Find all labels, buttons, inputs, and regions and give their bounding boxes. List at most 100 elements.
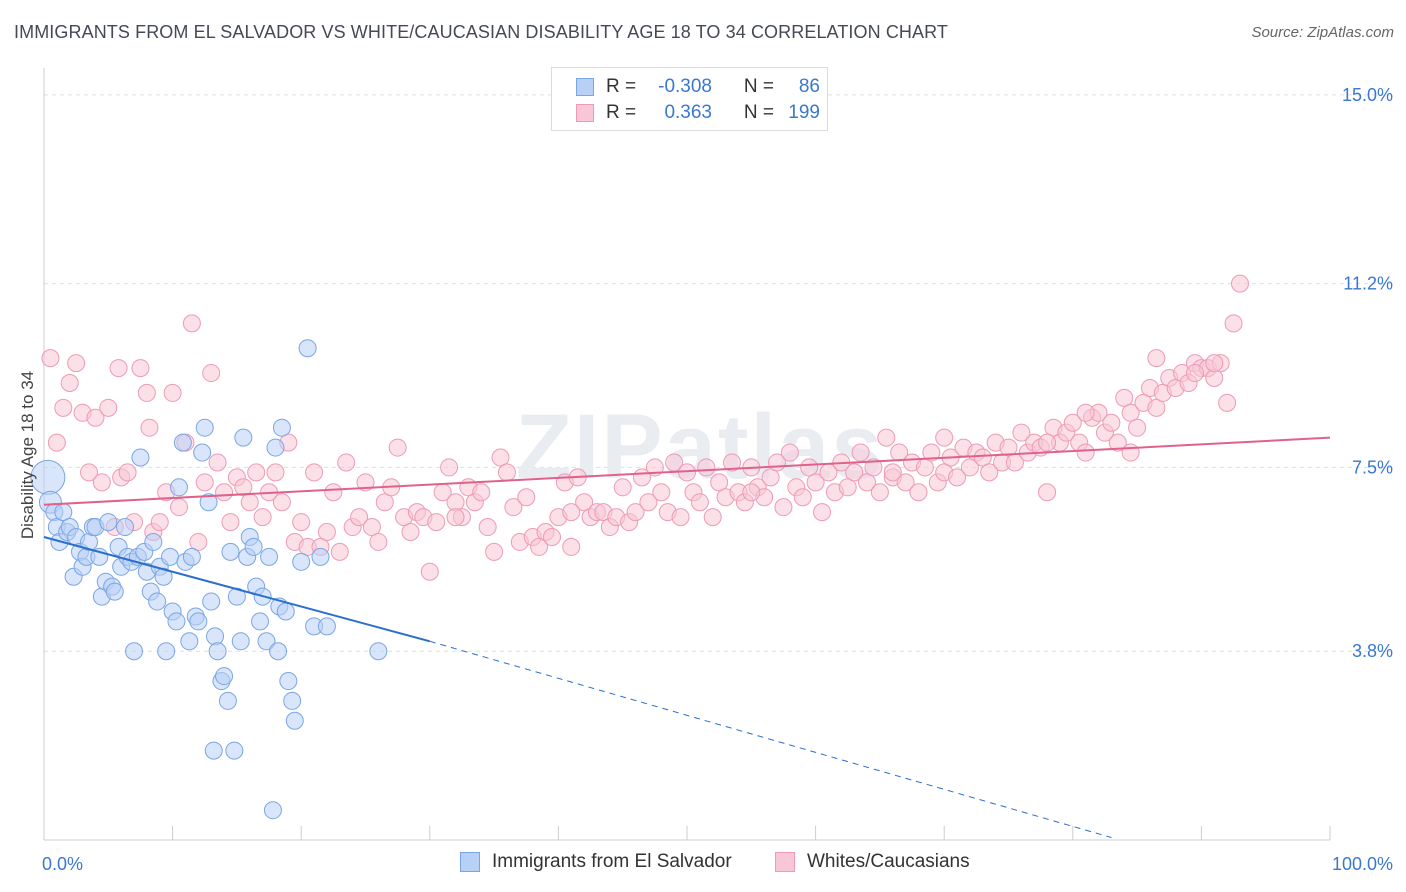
pink-point [562, 537, 581, 556]
blue-point [292, 552, 311, 571]
pink-point [838, 478, 857, 497]
pink-point [47, 433, 66, 452]
pink-point [1038, 433, 1057, 452]
legend-swatch-blue [576, 78, 594, 96]
legend-r-label: R = [606, 102, 637, 123]
pink-point [266, 463, 285, 482]
pink-point [478, 518, 497, 537]
pink-point [973, 448, 992, 467]
legend-swatch-pink [576, 104, 594, 122]
legend-label: Immigrants from El Salvador [492, 851, 732, 872]
pink-point [858, 473, 877, 492]
blue-series-points [30, 339, 388, 820]
pink-point [960, 458, 979, 477]
pink-point [234, 478, 253, 497]
blue-point [298, 339, 317, 358]
pink-point [446, 508, 465, 527]
pink-point [980, 463, 999, 482]
pink-point [504, 498, 523, 517]
legend-item-whites[interactable]: Whites/Caucasians [775, 851, 970, 873]
pink-point [208, 453, 227, 472]
pink-point [935, 428, 954, 447]
pink-point [247, 463, 266, 482]
pink-point [221, 513, 240, 532]
pink-point [163, 383, 182, 402]
pink-point [999, 438, 1018, 457]
legend-r-value: 0.363 [664, 102, 712, 123]
y-tick-label: 15.0% [1342, 85, 1393, 105]
pink-point [1108, 433, 1127, 452]
legend-n-value: 86 [798, 76, 820, 97]
pink-point [330, 542, 349, 561]
legend-n-label: N = [743, 76, 774, 97]
tick-labels: 3.8% 7.5% 11.2% 15.0% 0.0% 100.0% [42, 85, 1393, 874]
y-tick-label: 11.2% [1343, 274, 1393, 294]
blue-point [170, 478, 189, 497]
pink-point [1012, 423, 1031, 442]
pink-point [1230, 274, 1249, 293]
blue-point [279, 672, 298, 691]
blue-point [125, 642, 144, 661]
pink-point [369, 532, 388, 551]
pink-point [253, 508, 272, 527]
pink-point [337, 453, 356, 472]
pink-point [870, 483, 889, 502]
legend-series: Immigrants from El Salvador Whites/Cauca… [0, 851, 1406, 879]
pink-point [690, 493, 709, 512]
blue-point [161, 547, 180, 566]
blue-point [251, 612, 270, 631]
blue-point [105, 582, 124, 601]
legend-swatch-pink [775, 852, 795, 872]
blue-point [99, 513, 118, 532]
blue-point [157, 642, 176, 661]
blue-point [215, 667, 234, 686]
pink-point [440, 458, 459, 477]
pink-point [1128, 418, 1147, 437]
pink-point [1076, 443, 1095, 462]
pink-point [1038, 483, 1057, 502]
blue-point [311, 547, 330, 566]
chart-title: IMMIGRANTS FROM EL SALVADOR VS WHITE/CAU… [14, 22, 948, 42]
blue-point [269, 642, 288, 661]
pink-point [813, 503, 832, 522]
pink-point [240, 493, 259, 512]
y-axis-label: Disability Age 18 to 34 [18, 371, 37, 539]
pink-series-points [41, 274, 1249, 581]
blue-point [317, 617, 336, 636]
pink-point [109, 359, 128, 378]
blue-point [116, 518, 135, 537]
legend-item-el-salvador[interactable]: Immigrants from El Salvador [460, 851, 732, 873]
pink-point [703, 508, 722, 527]
blue-point [227, 587, 246, 606]
pink-point [150, 513, 169, 532]
pink-point [388, 438, 407, 457]
pink-point [1063, 413, 1082, 432]
pink-point [1147, 398, 1166, 417]
pink-point [864, 458, 883, 477]
pink-point [1115, 388, 1134, 407]
pink-point [613, 478, 632, 497]
blue-point [260, 547, 279, 566]
pink-point [671, 508, 690, 527]
blue-point [208, 642, 227, 661]
pink-point [272, 493, 291, 512]
pink-point [1224, 314, 1243, 333]
pink-point [305, 463, 324, 482]
blue-trend-extension [429, 640, 1112, 838]
pink-point [851, 443, 870, 462]
pink-point [375, 493, 394, 512]
blue-point [244, 537, 263, 556]
x-tick-label: 100.0% [1332, 854, 1393, 874]
blue-point [154, 567, 173, 586]
pink-point [189, 532, 208, 551]
pink-point [140, 418, 159, 437]
blue-point [173, 433, 192, 452]
legend-n-label: N = [743, 102, 774, 123]
blue-point [263, 801, 282, 820]
legend-row-pink: R = 0.363 N = 199 [576, 100, 820, 126]
pink-point [710, 473, 729, 492]
pink-point [909, 483, 928, 502]
pink-point [883, 463, 902, 482]
pink-point [292, 513, 311, 532]
blue-point [225, 741, 244, 760]
